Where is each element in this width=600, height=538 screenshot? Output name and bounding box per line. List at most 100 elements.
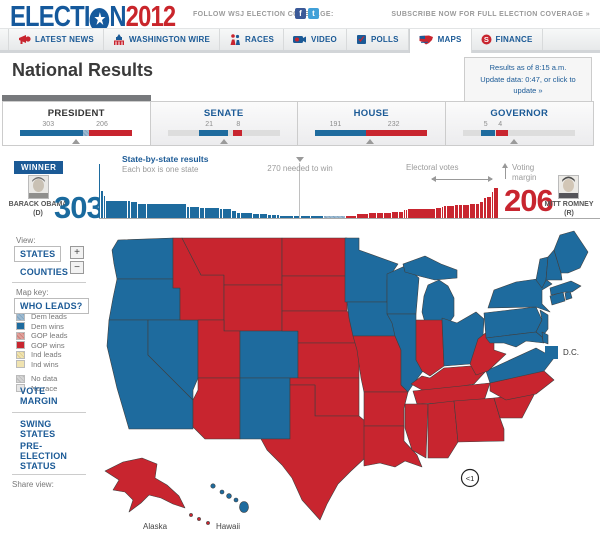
ev-bar-GA[interactable] — [356, 213, 369, 219]
ev-bar-NC[interactable] — [345, 216, 357, 219]
view-states-button[interactable]: STATES — [14, 246, 62, 262]
ev-bar-AZ[interactable] — [368, 213, 377, 219]
ev-bar-MT[interactable] — [403, 210, 406, 219]
nav-item-video[interactable]: VIDEO — [284, 29, 347, 50]
ev-bar-OH[interactable] — [310, 216, 325, 219]
ev-bar-AL[interactable] — [462, 204, 470, 219]
subscribe-link[interactable]: SUBSCRIBE NOW FOR FULL ELECTION COVERAGE… — [391, 11, 590, 18]
tab-senate[interactable]: SENATE 21 8 — [150, 102, 298, 145]
nav-item-races[interactable]: RACES — [220, 29, 285, 50]
ev-bar-MI[interactable] — [240, 212, 253, 219]
ev-bar-FL[interactable] — [324, 216, 346, 219]
state-KS[interactable] — [297, 342, 360, 379]
nav-item-finance[interactable]: S FINANCE — [472, 29, 543, 50]
state-HI[interactable] — [210, 483, 216, 489]
ev-bar-WI[interactable] — [260, 214, 268, 219]
swing-states-link[interactable]: SWING STATES — [20, 419, 56, 439]
ev-bar-KS[interactable] — [454, 204, 460, 219]
state-HI[interactable] — [226, 493, 232, 499]
nav-item-latest-news[interactable]: LATEST NEWS — [8, 29, 104, 50]
ev-bar-OR[interactable] — [231, 211, 238, 219]
state-NH[interactable] — [545, 249, 563, 281]
tab-president[interactable]: PRESIDENT 303 206 — [2, 95, 151, 145]
ev-bar-LA[interactable] — [436, 207, 443, 219]
ev-bar-DE[interactable] — [187, 206, 190, 219]
ev-bar-TN[interactable] — [446, 205, 455, 219]
state-ME[interactable] — [553, 230, 589, 274]
who-leads-button[interactable]: WHO LEADS? — [14, 298, 89, 314]
ev-bar-NV[interactable] — [267, 214, 273, 219]
pre-election-status-link[interactable]: PRE-ELECTION STATUS — [20, 441, 68, 471]
state-RI[interactable] — [564, 290, 573, 301]
ev-bar-ME[interactable] — [220, 209, 224, 219]
ev-bar-IA[interactable] — [272, 215, 277, 219]
tab-governor[interactable]: GOVERNOR 5 4 — [445, 102, 593, 145]
ev-bar-MO[interactable] — [376, 212, 385, 219]
ev-bar-AK[interactable] — [405, 209, 408, 219]
ev-bar-RI[interactable] — [127, 201, 131, 219]
tab-house[interactable]: HOUSE 191 232 — [298, 102, 446, 145]
state-MA[interactable] — [549, 280, 582, 296]
ev-bar-WV[interactable] — [480, 201, 484, 219]
ev-bar-WA[interactable] — [223, 209, 232, 219]
state-IN[interactable] — [415, 319, 445, 377]
state-AK[interactable] — [206, 521, 210, 525]
state-MI[interactable] — [421, 279, 455, 327]
ev-bar-MN[interactable] — [252, 214, 261, 219]
state-AR[interactable] — [363, 391, 409, 427]
ev-bar-MS[interactable] — [399, 211, 404, 219]
nav-item-washington-wire[interactable]: WASHINGTON WIRE — [104, 29, 221, 50]
state-LA[interactable] — [363, 425, 423, 468]
state-WY[interactable] — [223, 284, 283, 332]
state-SD[interactable] — [281, 275, 348, 312]
state-WA[interactable] — [111, 237, 174, 280]
view-counties-button[interactable]: COUNTIES — [20, 267, 69, 277]
state-AK[interactable] — [189, 513, 193, 517]
state-NM[interactable] — [239, 377, 291, 440]
ev-bar-NH[interactable] — [276, 215, 280, 219]
ev-bar-AR[interactable] — [475, 203, 481, 219]
state-HI[interactable] — [233, 497, 239, 503]
state-HI[interactable] — [219, 489, 225, 495]
state-OR[interactable] — [108, 278, 181, 321]
state-WV[interactable] — [469, 330, 507, 376]
ev-bar-OK[interactable] — [486, 197, 492, 219]
state-AK[interactable] — [104, 457, 186, 513]
ev-bar-HI[interactable] — [101, 191, 105, 219]
ev-bar-PA[interactable] — [279, 215, 295, 219]
state-DE[interactable] — [541, 331, 549, 345]
state-MS[interactable] — [404, 403, 429, 459]
ev-bar-IL[interactable] — [205, 207, 221, 219]
ev-bar-CA[interactable] — [146, 204, 188, 219]
ev-bar-TX[interactable] — [408, 208, 437, 219]
state-ND[interactable] — [281, 237, 348, 277]
ev-bar-KY[interactable] — [469, 204, 476, 219]
state-VA[interactable] — [485, 347, 555, 384]
ev-bar-NM[interactable] — [237, 212, 241, 219]
ev-bar-VA[interactable] — [301, 216, 311, 219]
ev-bar-WY[interactable] — [491, 192, 495, 219]
state-HI[interactable] — [239, 501, 249, 513]
state-TX[interactable] — [260, 384, 366, 521]
state-MD[interactable] — [485, 331, 545, 348]
ev-bar-NY[interactable] — [106, 200, 128, 219]
vote-margin-link[interactable]: VOTE MARGIN — [20, 386, 58, 406]
ev-bar-NE[interactable] — [459, 204, 463, 219]
ev-bar-DC[interactable] — [99, 164, 102, 219]
ev-bar-NJ[interactable] — [189, 207, 201, 219]
state-AL[interactable] — [427, 400, 459, 459]
nav-item-polls[interactable]: POLLS — [347, 29, 409, 50]
twitter-icon[interactable]: t — [308, 8, 319, 19]
ev-bar-MD[interactable] — [130, 202, 139, 219]
ev-bar-CT[interactable] — [200, 207, 206, 219]
facebook-icon[interactable]: f — [295, 8, 306, 19]
ev-bar-IN[interactable] — [384, 212, 393, 219]
state-MI[interactable] — [402, 255, 458, 281]
ev-bar-ID[interactable] — [483, 198, 487, 219]
florida-margin-marker[interactable]: <1 — [460, 468, 480, 488]
state-NY[interactable] — [487, 277, 553, 313]
ev-bar-CO[interactable] — [294, 215, 302, 219]
ev-bar-VT[interactable] — [104, 195, 107, 219]
state-AK[interactable] — [197, 517, 201, 521]
zoom-out-button[interactable]: − — [70, 261, 84, 274]
